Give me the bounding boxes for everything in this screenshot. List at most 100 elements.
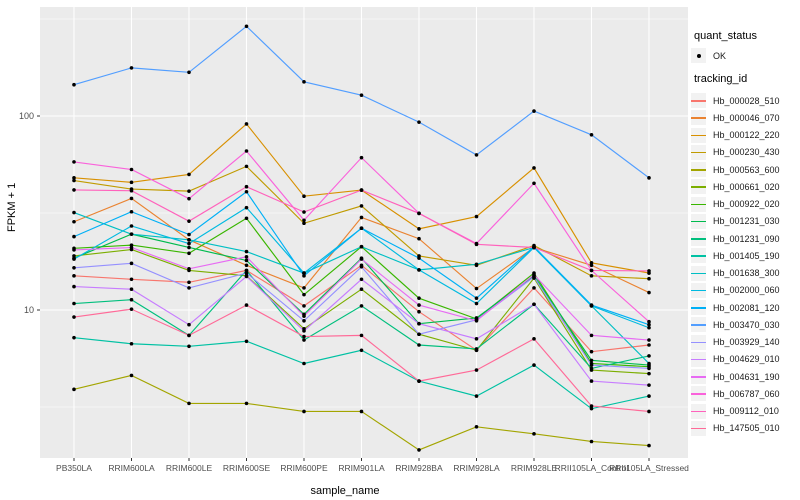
legend-quant-status-title: quant_status xyxy=(694,30,757,42)
legend-item-Hb_001231_090: Hb_001231_090 xyxy=(690,230,798,247)
data-point xyxy=(244,303,249,307)
legend-item-Hb_147505_010: Hb_147505_010 xyxy=(690,420,798,437)
y-tick-label: 10 xyxy=(24,305,34,315)
data-point xyxy=(244,263,249,268)
data-point xyxy=(474,337,479,341)
data-point xyxy=(187,322,191,327)
data-point xyxy=(417,343,421,347)
legend-key-line-icon xyxy=(691,307,706,309)
data-point xyxy=(359,204,364,208)
legend-key-line-icon xyxy=(691,203,706,206)
data-point xyxy=(72,234,76,239)
x-tick-label: RRIM600LE xyxy=(166,463,213,473)
data-point xyxy=(359,348,364,353)
data-point xyxy=(129,373,134,378)
data-point xyxy=(244,189,249,194)
data-point xyxy=(647,319,651,324)
legend-item-label: Hb_000922_020 xyxy=(713,199,780,209)
legend-key-box xyxy=(691,334,706,350)
data-point xyxy=(244,184,249,189)
legend-tracking-id-title: tracking_id xyxy=(694,73,748,85)
data-point xyxy=(129,224,134,228)
data-point xyxy=(187,333,191,338)
legend-item-label: OK xyxy=(713,50,727,61)
data-point xyxy=(532,109,536,113)
data-point xyxy=(417,332,421,337)
data-point xyxy=(647,269,651,273)
data-point xyxy=(302,329,306,333)
data-point xyxy=(532,245,536,250)
data-point xyxy=(187,238,191,242)
legend-key-line-icon xyxy=(691,272,706,275)
data-point xyxy=(532,166,536,170)
data-point xyxy=(359,304,364,308)
legend-item-Hb_000046_070: Hb_000046_070 xyxy=(690,109,798,126)
data-point xyxy=(244,271,249,275)
legend-item-label: Hb_000122_220 xyxy=(713,130,780,140)
data-point xyxy=(359,226,364,231)
data-point xyxy=(359,244,364,249)
data-point xyxy=(589,439,594,444)
data-point xyxy=(72,219,76,224)
data-point xyxy=(359,257,364,261)
data-point xyxy=(474,301,479,306)
data-point xyxy=(72,82,76,87)
data-point xyxy=(302,286,306,290)
data-point xyxy=(72,210,76,215)
legend-item-label: Hb_002000_060 xyxy=(713,285,780,296)
legend-item-Hb_001638_300: Hb_001638_300 xyxy=(690,265,798,282)
data-point xyxy=(187,251,191,256)
data-point xyxy=(302,210,306,214)
data-point xyxy=(647,325,651,330)
data-point xyxy=(417,268,421,272)
data-point xyxy=(417,303,421,307)
data-point xyxy=(359,264,364,269)
data-point xyxy=(72,257,76,261)
data-point xyxy=(302,318,306,323)
data-point xyxy=(532,302,536,307)
data-point xyxy=(417,227,421,231)
x-tick-label: RRIM901LA xyxy=(338,463,385,473)
legend-item-Hb_001405_190: Hb_001405_190 xyxy=(690,247,798,264)
data-point xyxy=(589,379,594,383)
data-point xyxy=(647,383,651,387)
data-point xyxy=(187,196,191,201)
legend-item-Hb_004631_190: Hb_004631_190 xyxy=(690,368,798,385)
x-tick-label: RRIM600PE xyxy=(280,463,328,473)
data-point xyxy=(129,245,134,250)
data-point xyxy=(589,404,594,408)
data-point xyxy=(417,296,421,301)
legend-key-box xyxy=(691,127,706,143)
legend-item-label: Hb_000661_020 xyxy=(713,181,780,192)
data-point xyxy=(532,272,536,277)
legend-item-label: Hb_000046_070 xyxy=(713,112,780,123)
data-point xyxy=(187,267,191,271)
legend-key-line-icon xyxy=(691,117,706,119)
data-point xyxy=(417,379,421,383)
data-point xyxy=(474,262,479,267)
data-point xyxy=(359,188,364,192)
data-point xyxy=(302,334,306,339)
data-point xyxy=(417,448,421,452)
data-point xyxy=(129,232,134,236)
legend-item-ok: OK xyxy=(690,47,798,64)
x-tick-label: RRIM928LA xyxy=(453,463,500,473)
data-point xyxy=(187,401,191,406)
data-point xyxy=(647,366,651,371)
data-point xyxy=(72,178,76,183)
data-point xyxy=(244,258,249,263)
data-point xyxy=(302,361,306,366)
x-tick-label: RRIM600SE xyxy=(223,463,271,473)
data-point xyxy=(589,133,594,137)
legend-item-Hb_000028_510: Hb_000028_510 xyxy=(690,92,798,109)
legend-key-box xyxy=(691,369,706,384)
data-point xyxy=(647,361,651,366)
x-tick-label: RRIM600LA xyxy=(108,463,155,473)
x-tick-label: RRII105LA_Stressed xyxy=(609,463,689,473)
legend-item-Hb_002081_120: Hb_002081_120 xyxy=(690,299,798,316)
data-point xyxy=(647,276,651,281)
data-point xyxy=(359,277,364,282)
data-point xyxy=(647,443,651,448)
data-point xyxy=(359,93,364,98)
